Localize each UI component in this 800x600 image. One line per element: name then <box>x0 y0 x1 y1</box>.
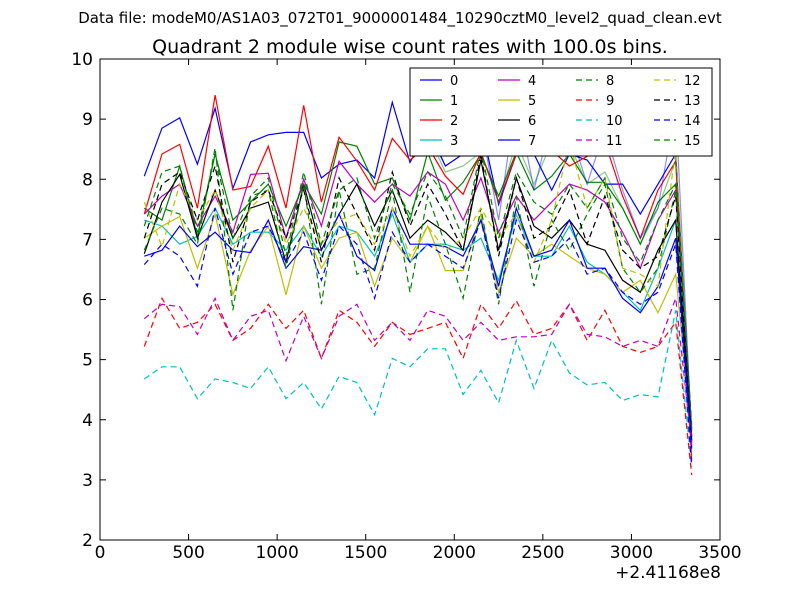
series-layer <box>143 94 693 476</box>
legend-label-3: 3 <box>450 134 458 149</box>
series-line-10 <box>143 310 693 467</box>
x-tick-label: 3000 <box>610 543 653 563</box>
legend-label-12: 12 <box>684 74 701 89</box>
legend-label-15: 15 <box>684 134 701 149</box>
x-tick-label: 500 <box>172 543 204 563</box>
legend-label-6: 6 <box>528 114 536 129</box>
x-tick-label: 1000 <box>256 543 299 563</box>
x-tick-label: 0 <box>95 543 106 563</box>
y-tick-label: 7 <box>82 230 93 250</box>
legend-label-13: 13 <box>684 94 701 109</box>
series-line-3 <box>144 206 693 447</box>
legend-label-7: 7 <box>528 134 536 149</box>
series-line-6 <box>143 159 693 443</box>
legend-label-9: 9 <box>606 94 614 109</box>
legend-label-10: 10 <box>606 114 623 129</box>
series-line-9 <box>143 296 693 476</box>
y-tick-label: 3 <box>82 471 93 491</box>
y-tick-label: 8 <box>82 170 93 190</box>
series-line-12 <box>143 141 693 431</box>
legend-box <box>409 67 713 157</box>
y-tick-label: 4 <box>82 411 93 431</box>
legend-label-2: 2 <box>450 114 458 129</box>
y-tick-label: 9 <box>82 110 93 130</box>
series-line-8 <box>143 147 693 431</box>
series-line-4 <box>143 159 693 437</box>
legend-label-4: 4 <box>528 74 536 89</box>
y-tick-label: 2 <box>82 531 93 551</box>
legend-label-1: 1 <box>450 94 458 109</box>
y-tick-label: 10 <box>71 50 93 70</box>
x-tick-label: 3500 <box>698 543 741 563</box>
y-tick-label: 5 <box>82 351 93 371</box>
x-offset-label: +2.41168e8 <box>615 563 721 583</box>
x-tick-label: 2000 <box>433 543 476 563</box>
x-tick-label: 2500 <box>521 543 564 563</box>
legend-label-14: 14 <box>684 114 701 129</box>
series-line-13 <box>143 153 693 437</box>
x-tick-label: 1500 <box>344 543 387 563</box>
suptitle: Data file: modeM0/AS1A03_072T01_90000014… <box>78 9 722 28</box>
legend-label-5: 5 <box>528 94 536 109</box>
legend-label-8: 8 <box>606 74 614 89</box>
chart-title: Quadrant 2 module wise count rates with … <box>152 36 668 58</box>
legend-label-0: 0 <box>450 74 458 89</box>
series-line-14 <box>143 207 693 467</box>
y-tick-label: 6 <box>82 291 93 311</box>
legend-label-11: 11 <box>606 134 623 149</box>
plot-frame <box>99 58 721 541</box>
series-line-11 <box>143 296 693 446</box>
